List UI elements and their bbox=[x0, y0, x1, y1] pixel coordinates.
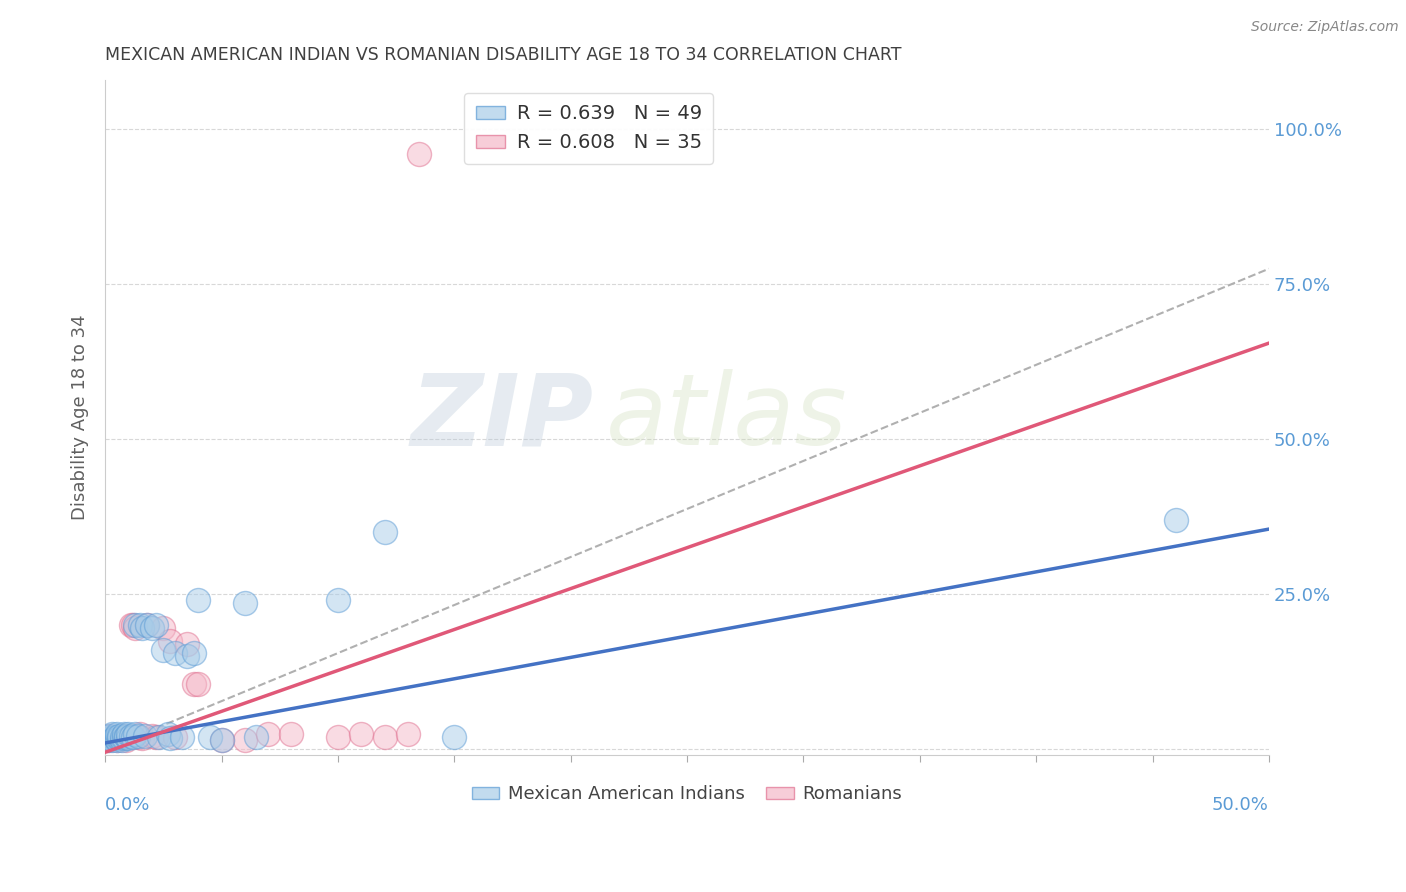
Point bbox=[183, 646, 205, 660]
Text: 0.0%: 0.0% bbox=[105, 796, 150, 814]
Point bbox=[152, 643, 174, 657]
Point bbox=[131, 731, 153, 745]
Point bbox=[124, 726, 146, 740]
Point bbox=[141, 729, 163, 743]
Point bbox=[211, 732, 233, 747]
Point bbox=[117, 731, 139, 745]
Point bbox=[96, 730, 118, 744]
Point bbox=[108, 729, 131, 743]
Point bbox=[112, 729, 135, 743]
Text: ZIP: ZIP bbox=[411, 369, 593, 466]
Point bbox=[124, 618, 146, 632]
Point bbox=[120, 618, 142, 632]
Point bbox=[129, 618, 152, 632]
Point bbox=[117, 726, 139, 740]
Point bbox=[145, 618, 167, 632]
Point bbox=[326, 593, 349, 607]
Point bbox=[1164, 513, 1187, 527]
Point bbox=[136, 618, 159, 632]
Point bbox=[98, 729, 121, 743]
Point bbox=[163, 646, 186, 660]
Point bbox=[108, 731, 131, 745]
Text: Source: ZipAtlas.com: Source: ZipAtlas.com bbox=[1251, 20, 1399, 34]
Point bbox=[408, 147, 430, 161]
Point bbox=[183, 677, 205, 691]
Point bbox=[159, 731, 181, 745]
Point bbox=[134, 729, 156, 743]
Point bbox=[110, 732, 132, 747]
Point bbox=[152, 621, 174, 635]
Point bbox=[443, 730, 465, 744]
Point bbox=[124, 621, 146, 635]
Point bbox=[115, 732, 138, 747]
Point bbox=[96, 732, 118, 747]
Point bbox=[105, 730, 128, 744]
Point bbox=[122, 730, 145, 744]
Point bbox=[159, 633, 181, 648]
Point bbox=[115, 730, 138, 744]
Point bbox=[96, 730, 118, 744]
Point bbox=[117, 730, 139, 744]
Point bbox=[245, 730, 267, 744]
Point bbox=[105, 732, 128, 747]
Point bbox=[122, 618, 145, 632]
Point bbox=[112, 726, 135, 740]
Point bbox=[176, 649, 198, 664]
Point bbox=[110, 731, 132, 745]
Text: 50.0%: 50.0% bbox=[1212, 796, 1270, 814]
Point bbox=[96, 732, 118, 747]
Point bbox=[233, 597, 256, 611]
Point bbox=[280, 726, 302, 740]
Point bbox=[396, 726, 419, 740]
Point bbox=[136, 618, 159, 632]
Point bbox=[103, 730, 125, 744]
Point bbox=[157, 726, 180, 740]
Point bbox=[176, 637, 198, 651]
Point bbox=[198, 730, 221, 744]
Text: atlas: atlas bbox=[606, 369, 848, 466]
Point bbox=[115, 729, 138, 743]
Point bbox=[148, 730, 170, 744]
Point bbox=[211, 732, 233, 747]
Point bbox=[112, 731, 135, 745]
Legend: Mexican American Indians, Romanians: Mexican American Indians, Romanians bbox=[464, 778, 910, 811]
Point bbox=[127, 730, 149, 744]
Point bbox=[98, 729, 121, 743]
Point bbox=[373, 730, 395, 744]
Point bbox=[103, 731, 125, 745]
Point bbox=[141, 621, 163, 635]
Y-axis label: Disability Age 18 to 34: Disability Age 18 to 34 bbox=[72, 315, 89, 520]
Point bbox=[105, 732, 128, 747]
Point bbox=[101, 732, 124, 747]
Point bbox=[98, 731, 121, 745]
Point bbox=[108, 730, 131, 744]
Point bbox=[257, 726, 280, 740]
Point bbox=[163, 730, 186, 744]
Point bbox=[120, 729, 142, 743]
Point bbox=[233, 732, 256, 747]
Point bbox=[101, 731, 124, 745]
Point bbox=[101, 726, 124, 740]
Point bbox=[110, 730, 132, 744]
Point bbox=[103, 730, 125, 744]
Point bbox=[373, 525, 395, 540]
Point bbox=[127, 729, 149, 743]
Point bbox=[129, 726, 152, 740]
Point bbox=[187, 677, 209, 691]
Text: MEXICAN AMERICAN INDIAN VS ROMANIAN DISABILITY AGE 18 TO 34 CORRELATION CHART: MEXICAN AMERICAN INDIAN VS ROMANIAN DISA… bbox=[105, 46, 901, 64]
Point bbox=[326, 730, 349, 744]
Point bbox=[350, 726, 373, 740]
Point bbox=[145, 730, 167, 744]
Point bbox=[187, 593, 209, 607]
Point bbox=[105, 726, 128, 740]
Point bbox=[131, 621, 153, 635]
Point bbox=[170, 730, 193, 744]
